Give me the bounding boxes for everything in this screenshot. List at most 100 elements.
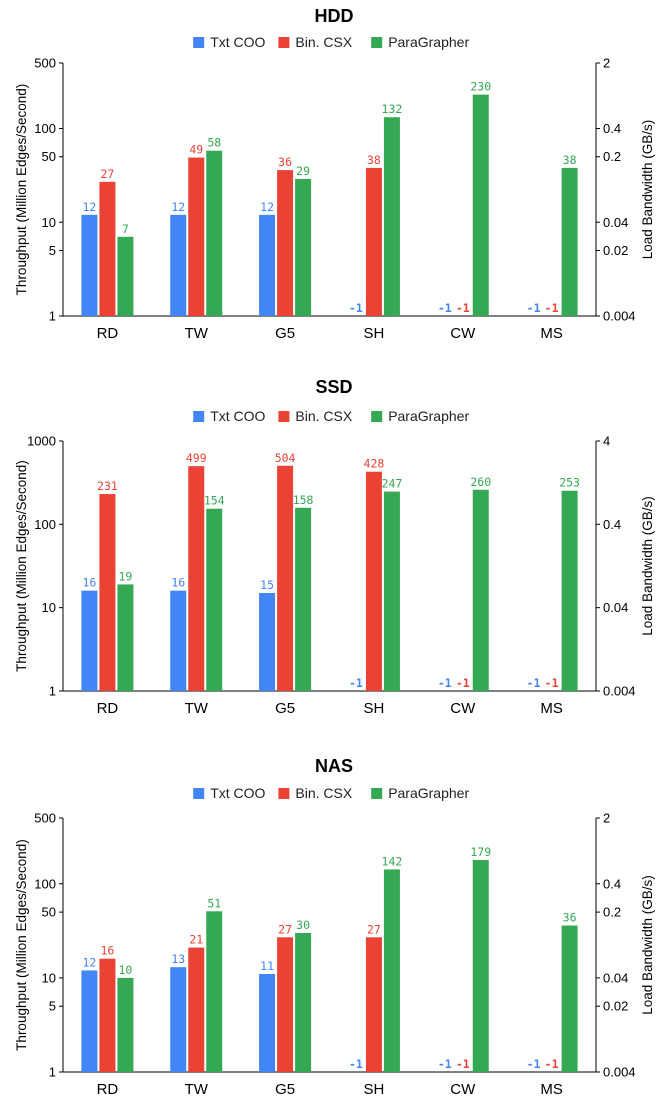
y2-tick-label: 0.02 xyxy=(603,243,628,258)
data-label: 30 xyxy=(296,918,310,932)
y-tick-label: 500 xyxy=(34,811,56,826)
data-label: -1 xyxy=(527,676,541,690)
data-label: -1 xyxy=(527,1057,541,1071)
legend-label: Bin. CSX xyxy=(295,34,352,50)
bar xyxy=(383,869,400,1072)
chart-title: SSD xyxy=(315,377,352,397)
legend-swatch xyxy=(371,788,383,799)
y-tick-label: 1 xyxy=(49,309,56,324)
bar xyxy=(259,973,276,1072)
data-label: 231 xyxy=(97,479,118,493)
data-label: -1 xyxy=(545,1057,559,1071)
data-label: 230 xyxy=(470,80,491,94)
bar xyxy=(277,465,294,691)
data-label: 11 xyxy=(260,959,274,973)
bar xyxy=(206,508,223,691)
x-tick-label: TW xyxy=(185,325,209,342)
y2-tick-label: 2 xyxy=(603,811,610,826)
data-label: 7 xyxy=(122,222,129,236)
data-label: 51 xyxy=(207,896,221,910)
chart-panel-hdd: HDD Txt COO Bin. CSX ParaGrapher 1 5 10 50 100 50… xyxy=(14,6,655,342)
x-tick-label: RD xyxy=(97,325,119,342)
legend-label: ParaGrapher xyxy=(388,34,469,50)
data-label: 27 xyxy=(100,167,114,181)
bar xyxy=(117,977,134,1072)
bar xyxy=(472,489,489,691)
x-tick-label: MS xyxy=(540,1081,563,1098)
data-label: 36 xyxy=(278,155,292,169)
bar xyxy=(365,937,382,1072)
x-tick-label: MS xyxy=(540,700,563,717)
y-axis-label: Throughput (Million Edges/Second) xyxy=(14,460,29,672)
bar xyxy=(561,925,578,1072)
legend-swatch xyxy=(371,411,383,422)
data-label: 16 xyxy=(171,576,185,590)
data-label: 13 xyxy=(171,952,185,966)
data-label: 19 xyxy=(118,569,132,583)
bar xyxy=(259,592,276,691)
x-tick-label: CW xyxy=(450,325,476,342)
data-label: -1 xyxy=(545,301,559,315)
x-tick-label: CW xyxy=(450,1081,476,1098)
data-label: -1 xyxy=(545,676,559,690)
bar xyxy=(365,167,382,316)
bar xyxy=(206,911,223,1072)
x-tick-label: SH xyxy=(363,700,384,717)
legend-label: Bin. CSX xyxy=(295,785,352,801)
bar xyxy=(99,958,116,1072)
x-tick-label: RD xyxy=(97,1081,119,1098)
bar xyxy=(81,214,98,316)
y2-tick-label: 0.2 xyxy=(603,905,621,920)
y-tick-label: 500 xyxy=(34,56,56,71)
y-tick-label: 1 xyxy=(49,1065,56,1080)
bar xyxy=(561,167,578,316)
data-label: 499 xyxy=(186,451,207,465)
y-tick-label: 1000 xyxy=(27,434,56,449)
data-label: 21 xyxy=(189,933,203,947)
bar xyxy=(383,117,400,316)
bar xyxy=(472,94,489,316)
x-tick-label: SH xyxy=(363,1081,384,1098)
data-label: 27 xyxy=(278,922,292,936)
y-tick-label: 10 xyxy=(42,970,56,985)
bar xyxy=(295,178,312,316)
data-label: 58 xyxy=(207,136,221,150)
bar xyxy=(188,947,205,1072)
data-label: -1 xyxy=(438,1057,452,1071)
y2-tick-label: 0.004 xyxy=(603,1065,636,1080)
legend-swatch xyxy=(278,37,290,48)
y2-tick-label: 0.02 xyxy=(603,999,628,1014)
data-label: 16 xyxy=(100,944,114,958)
bar xyxy=(117,584,134,691)
bar xyxy=(277,937,294,1072)
bar xyxy=(81,590,98,691)
y-axis-label: Throughput (Million Edges/Second) xyxy=(14,84,29,296)
data-label: 15 xyxy=(260,578,274,592)
legend-swatch xyxy=(371,37,383,48)
y-tick-label: 100 xyxy=(34,876,56,891)
legend-swatch xyxy=(278,788,290,799)
data-label: -1 xyxy=(456,1057,470,1071)
bar xyxy=(259,214,276,316)
legend-label: Txt COO xyxy=(210,408,265,424)
bar xyxy=(81,970,98,1072)
data-label: -1 xyxy=(349,1057,363,1071)
bar xyxy=(561,490,578,691)
legend-label: Txt COO xyxy=(210,34,265,50)
y2-tick-label: 2 xyxy=(603,56,610,71)
data-label: 12 xyxy=(82,200,96,214)
data-label: 154 xyxy=(204,494,225,508)
y2-tick-label: 0.004 xyxy=(603,684,636,699)
y2-tick-label: 0.04 xyxy=(603,600,628,615)
data-label: 10 xyxy=(118,963,132,977)
data-label: -1 xyxy=(349,301,363,315)
legend-label: ParaGrapher xyxy=(388,785,469,801)
data-label: 260 xyxy=(470,475,491,489)
data-label: 12 xyxy=(260,200,274,214)
bar xyxy=(365,471,382,691)
chart-panel-ssd: SSD Txt COO Bin. CSX ParaGrapher 1 10 100 1000 0… xyxy=(14,377,655,717)
data-label: 142 xyxy=(382,854,403,868)
x-tick-label: G5 xyxy=(275,700,295,717)
chart-panel-nas: NAS Txt COO Bin. CSX ParaGrapher 1 5 10 50 100 50… xyxy=(14,756,655,1098)
